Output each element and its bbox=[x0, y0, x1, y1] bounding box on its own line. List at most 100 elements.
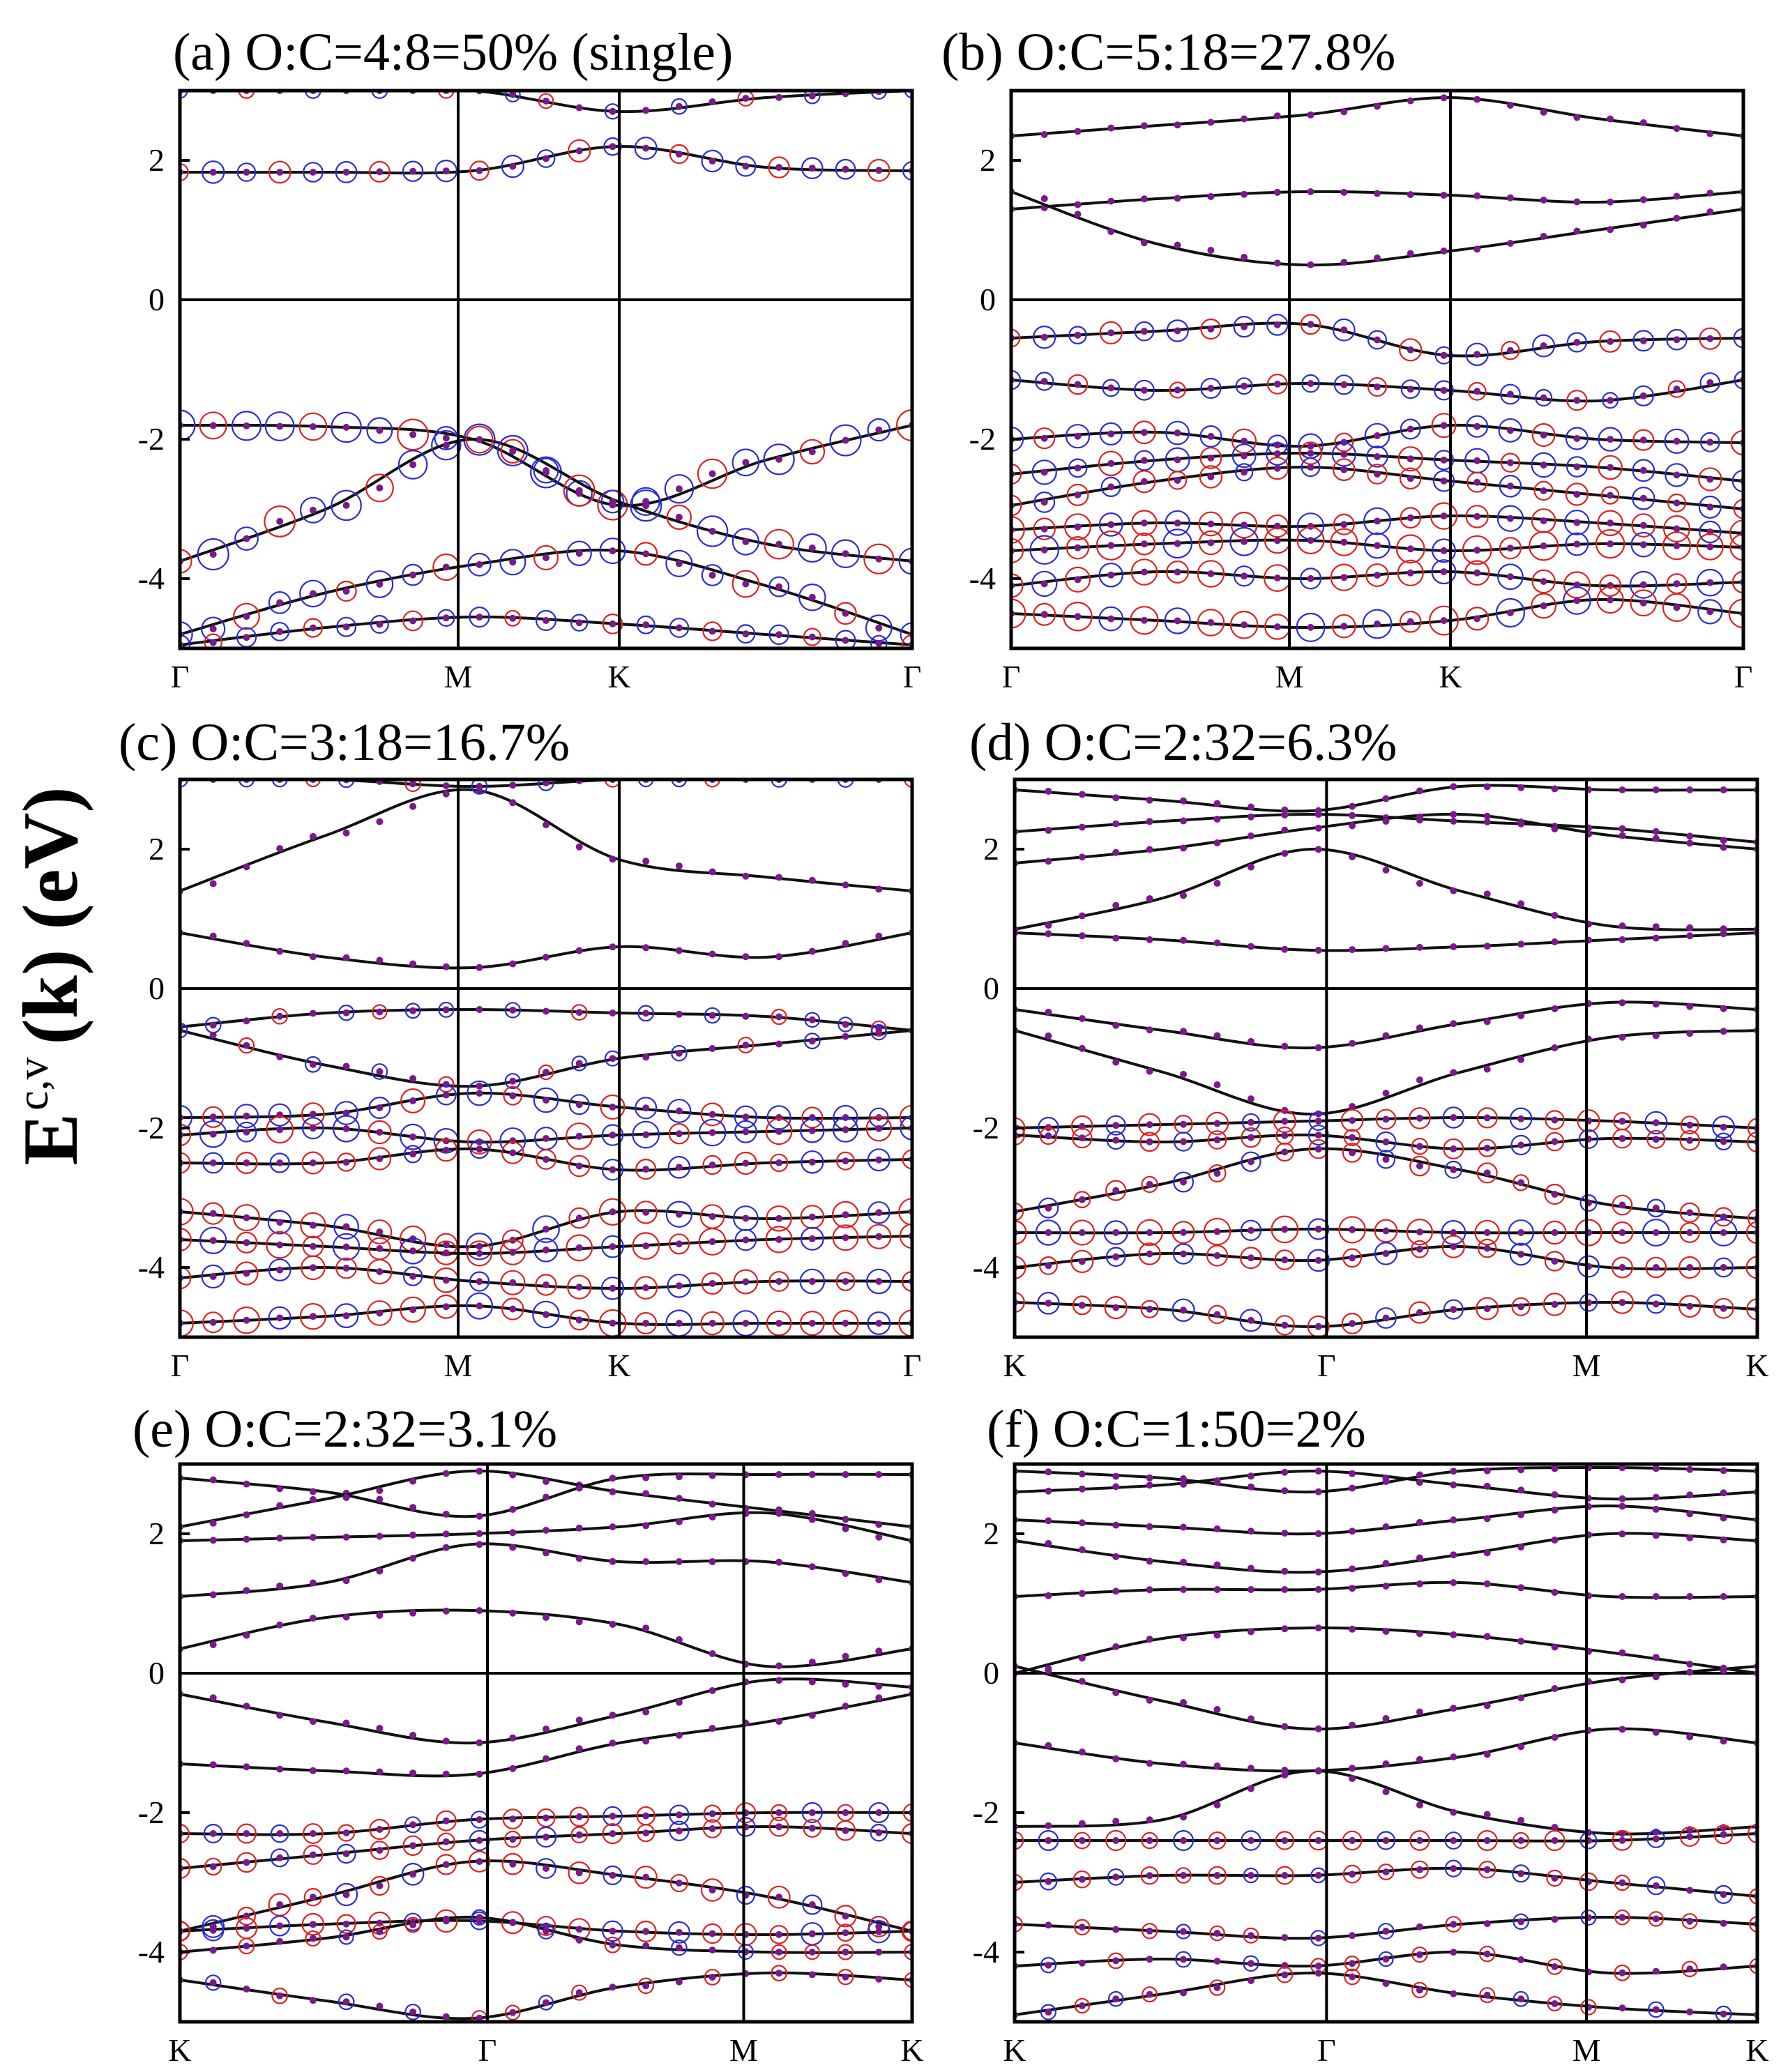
band-dot bbox=[1720, 925, 1727, 933]
band-dot bbox=[842, 1021, 849, 1028]
band-dot bbox=[1473, 351, 1481, 358]
weight-circle bbox=[1498, 418, 1523, 443]
band-line bbox=[180, 788, 912, 892]
band-dot bbox=[742, 580, 750, 588]
band-dot bbox=[775, 1949, 783, 1956]
band-dot bbox=[1382, 1250, 1390, 1257]
weight-circle bbox=[1462, 535, 1492, 565]
band-dot bbox=[209, 639, 217, 646]
weight-circle bbox=[603, 137, 622, 156]
band-dot bbox=[1506, 240, 1514, 247]
weight-circle bbox=[1646, 1876, 1666, 1896]
weight-circle bbox=[666, 504, 692, 531]
weight-circle bbox=[1512, 1864, 1531, 1883]
band-dot bbox=[509, 558, 517, 566]
weight-circle bbox=[1429, 605, 1460, 636]
band-dot bbox=[509, 1149, 517, 1157]
weight-circle bbox=[1375, 1131, 1397, 1153]
weight-circle bbox=[1431, 559, 1457, 585]
weight-circle bbox=[1411, 1947, 1428, 1963]
band-dot bbox=[376, 1612, 384, 1619]
weight-circle bbox=[1362, 609, 1393, 639]
band-dot bbox=[309, 1997, 317, 2004]
band-dot bbox=[442, 614, 450, 622]
band-dot bbox=[742, 872, 750, 880]
band-dot bbox=[309, 1111, 317, 1118]
band-dot bbox=[1112, 1021, 1120, 1029]
band-dot bbox=[1340, 381, 1348, 388]
band-dot bbox=[209, 1476, 217, 1484]
band-dot bbox=[1652, 1264, 1660, 1271]
weight-circle bbox=[1274, 1315, 1295, 1336]
band-dot bbox=[509, 960, 517, 968]
weight-circle bbox=[236, 1823, 257, 1844]
band-dot bbox=[1440, 351, 1448, 359]
band-dot bbox=[1180, 844, 1187, 852]
band-dot bbox=[1483, 1751, 1491, 1758]
band-dot bbox=[342, 1125, 350, 1132]
band-dot bbox=[276, 1830, 284, 1837]
band-dot bbox=[1107, 329, 1115, 337]
band-dot bbox=[842, 1702, 849, 1710]
weight-circle bbox=[538, 1923, 554, 1940]
band-dot bbox=[276, 1053, 284, 1060]
weight-circle bbox=[1713, 1257, 1734, 1278]
band-dot bbox=[509, 1529, 517, 1537]
weight-circle bbox=[1169, 381, 1186, 399]
band-dot bbox=[543, 954, 550, 961]
band-dot bbox=[1416, 943, 1423, 951]
band-dot bbox=[1180, 1872, 1187, 1879]
weight-circle bbox=[1198, 530, 1224, 556]
weight-circle bbox=[570, 1004, 588, 1021]
weight-circle bbox=[1333, 458, 1356, 481]
band-dot bbox=[1307, 574, 1314, 582]
band-dot bbox=[1382, 1868, 1390, 1875]
band-dot bbox=[1112, 794, 1120, 802]
weight-circle bbox=[397, 450, 428, 480]
band-dot bbox=[409, 1732, 417, 1739]
weight-circle bbox=[1662, 593, 1692, 623]
band-dot bbox=[309, 953, 317, 961]
band-dot bbox=[1416, 1580, 1423, 1587]
band-dot bbox=[1140, 568, 1148, 576]
band-dot bbox=[1607, 226, 1614, 234]
band-dot bbox=[1140, 478, 1148, 485]
band-dot bbox=[243, 1214, 250, 1221]
weight-circle bbox=[1299, 567, 1322, 590]
band-dot bbox=[1483, 1811, 1491, 1818]
band-dot bbox=[842, 1234, 849, 1242]
weight-circle bbox=[829, 424, 862, 457]
band-dot bbox=[1407, 514, 1414, 521]
band-dot bbox=[1382, 1928, 1390, 1935]
kpoint-label: Γ bbox=[478, 2032, 497, 2068]
band-dot bbox=[1247, 1960, 1255, 1967]
weight-circle bbox=[870, 1023, 888, 1041]
weight-circle bbox=[1243, 1927, 1259, 1944]
band-dot bbox=[1213, 1170, 1221, 1177]
band-dot bbox=[609, 620, 616, 627]
weight-circle bbox=[471, 779, 488, 795]
band-dot bbox=[1483, 1866, 1491, 1873]
band-dot bbox=[1281, 811, 1289, 818]
weight-circle bbox=[1063, 513, 1091, 541]
band-dot bbox=[1573, 519, 1581, 526]
band-dot bbox=[1314, 1934, 1322, 1942]
band-dot bbox=[442, 1544, 450, 1551]
weight-circle bbox=[335, 1257, 358, 1279]
band-dot bbox=[509, 1860, 517, 1868]
band-dot bbox=[1078, 1485, 1086, 1493]
band-dot bbox=[1450, 1166, 1457, 1173]
weight-circle bbox=[566, 1234, 593, 1262]
band-dot bbox=[243, 1830, 250, 1837]
weight-circle bbox=[1612, 1128, 1632, 1149]
band-dot bbox=[708, 470, 716, 478]
weight-circle bbox=[332, 1233, 361, 1261]
band-dot bbox=[543, 1135, 550, 1142]
band-dot bbox=[1146, 1990, 1153, 1998]
band-dot bbox=[1281, 826, 1289, 834]
band-dot bbox=[1045, 1837, 1052, 1844]
band-dot bbox=[543, 1311, 550, 1318]
band-dot bbox=[742, 1159, 750, 1167]
band-dot bbox=[1112, 1229, 1120, 1236]
weight-circle bbox=[1099, 321, 1123, 344]
